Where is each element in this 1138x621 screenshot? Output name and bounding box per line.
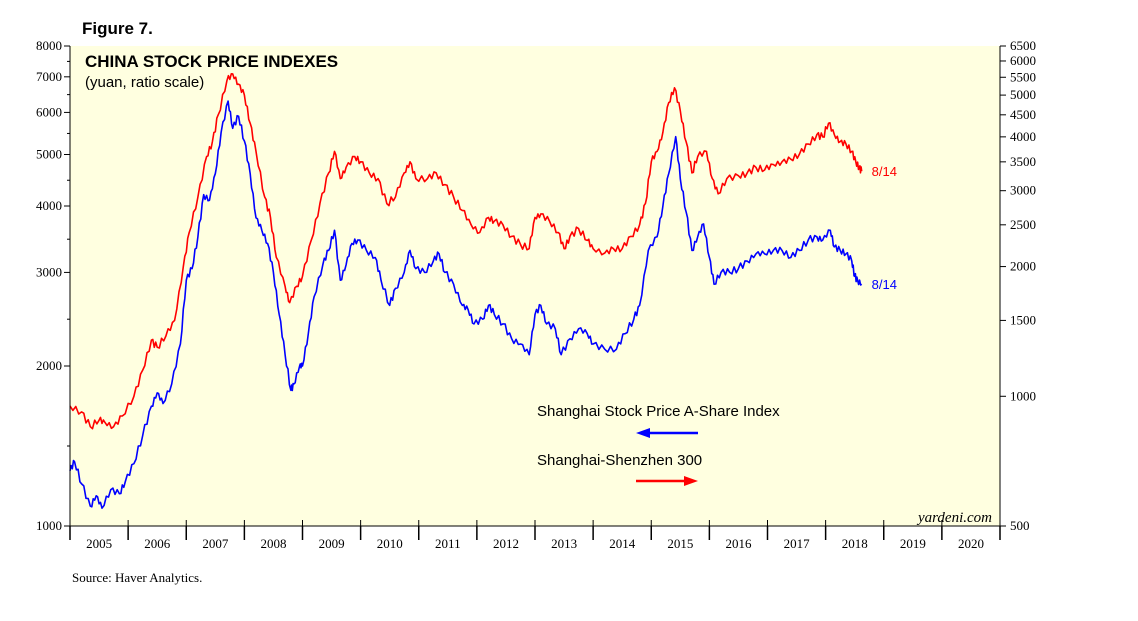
y-right-tick-label: 1500 [1010,312,1036,327]
chart-subtitle: (yuan, ratio scale) [85,74,204,91]
figure-label: Figure 7. [82,19,153,38]
y-right-tick-label: 3500 [1010,154,1036,169]
x-tick-label: 2006 [144,536,171,551]
x-tick-label: 2011 [435,536,461,551]
y-right-tick-label: 2500 [1010,217,1036,232]
x-tick-label: 2019 [900,536,926,551]
legend-arrow-right-icon [684,476,698,486]
x-tick-label: 2008 [260,536,286,551]
legend-arrow-left-icon [636,428,650,438]
series-line-0 [69,100,863,509]
y-left-tick-label: 1000 [36,518,62,533]
y-left-tick-label: 5000 [36,146,62,161]
x-tick-label: 2014 [609,536,636,551]
y-left-tick-label: 8000 [36,38,62,53]
y-left-tick-label: 2000 [36,358,62,373]
y-right-tick-label: 2000 [1010,259,1036,274]
series-end-label-1: 8/14 [872,164,897,179]
legend-label-0: Shanghai Stock Price A-Share Index [537,403,780,420]
credit-label: yardeni.com [916,510,992,526]
y-right-tick-label: 6000 [1010,53,1036,68]
chart-title: CHINA STOCK PRICE INDEXES [85,52,338,71]
x-tick-label: 2007 [202,536,229,551]
ticks-layer: 1000 2000 3000 4000 5000 6000 7000 8000 500 1000 1… [36,38,1036,551]
x-tick-label: 2005 [86,536,112,551]
y-left-tick-label: 3000 [36,264,62,279]
y-right-tick-label: 6500 [1010,38,1036,53]
y-left-tick-label: 7000 [36,69,62,84]
x-tick-label: 2009 [319,536,345,551]
x-tick-label: 2012 [493,536,519,551]
plot-background [70,46,1000,526]
series-line-1 [69,73,863,430]
x-tick-label: 2017 [784,536,811,551]
series-layer: 8/14 8/14 [69,73,897,509]
y-right-tick-label: 4500 [1010,107,1036,122]
legend: Shanghai Stock Price A-Share Index Shangh… [537,403,780,486]
legend-label-1: Shanghai-Shenzhen 300 [537,452,702,469]
y-right-tick-label: 4000 [1010,129,1036,144]
y-left-tick-label: 4000 [36,198,62,213]
y-right-tick-label: 3000 [1010,183,1036,198]
y-right-tick-label: 5000 [1010,87,1036,102]
x-tick-label: 2010 [377,536,403,551]
y-right-tick-label: 500 [1010,518,1030,533]
y-right-tick-label: 5500 [1010,69,1036,84]
x-tick-label: 2018 [842,536,868,551]
source-note: Source: Haver Analytics. [72,570,202,585]
x-tick-label: 2015 [667,536,693,551]
y-right-tick-label: 1000 [1010,388,1036,403]
x-tick-label: 2013 [551,536,577,551]
x-tick-label: 2016 [725,536,752,551]
y-left-tick-label: 6000 [36,104,62,119]
series-end-label-0: 8/14 [872,277,897,292]
x-tick-label: 2020 [958,536,984,551]
